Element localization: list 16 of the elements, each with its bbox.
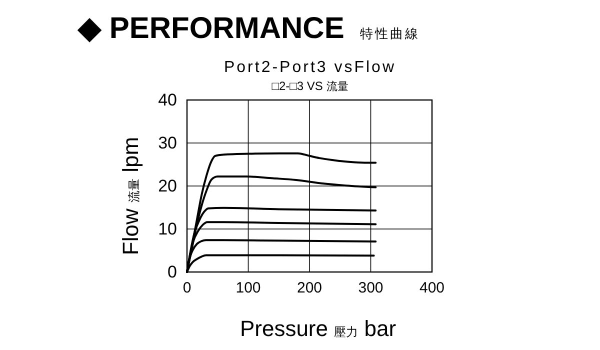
chart-title: Port2-Port3 vsFlow [224, 59, 396, 76]
y-tick-label: 0 [168, 262, 177, 282]
text: 特性曲線 [360, 26, 420, 41]
y-tick-label: 10 [158, 219, 177, 238]
x-tick-label: 100 [236, 280, 261, 297]
y-tick-label: 30 [158, 133, 177, 152]
x-axis-title: Pressure 壓力 bar [240, 316, 396, 341]
y-axis-title: Flow 流量 lpm [118, 136, 143, 256]
text: ◆ PERFORMANCE [77, 12, 344, 45]
x-tick-label: 300 [358, 280, 384, 297]
y-tick-label: 20 [158, 176, 177, 196]
x-tick-label: 400 [419, 280, 445, 297]
x-tick-label: 200 [296, 280, 322, 297]
x-tick-label: 0 [182, 280, 192, 297]
chart-subtitle: □2-□3 VS 流量 [272, 79, 348, 93]
y-tick-label: 40 [158, 90, 177, 110]
